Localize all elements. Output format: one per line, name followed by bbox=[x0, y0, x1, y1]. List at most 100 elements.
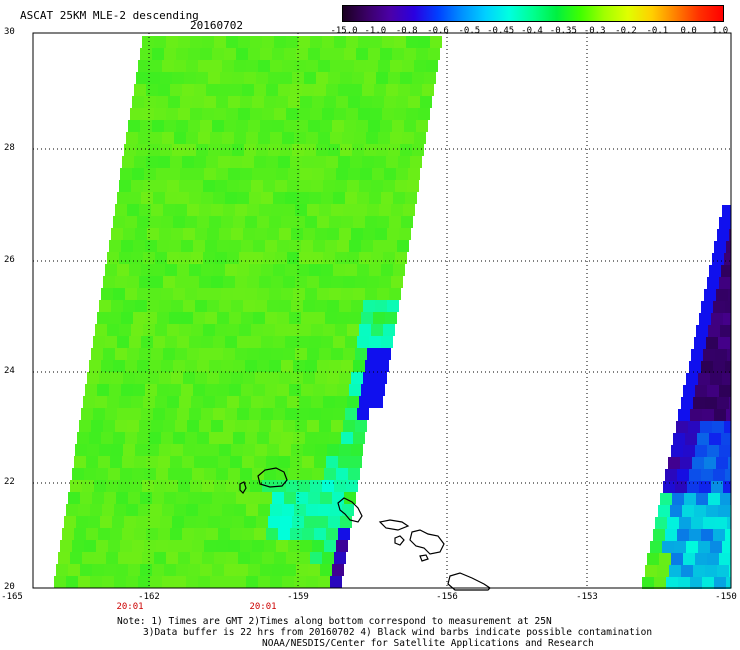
swath-cell bbox=[163, 420, 175, 432]
swath-cell bbox=[249, 408, 261, 420]
swath-cell bbox=[206, 84, 218, 96]
swath-cell bbox=[296, 48, 308, 60]
swath-cell bbox=[223, 204, 235, 216]
swath-cell bbox=[720, 493, 731, 505]
swath-cell bbox=[135, 444, 147, 456]
swath-cell bbox=[359, 180, 371, 192]
swath-cell bbox=[410, 156, 422, 168]
swath-cell bbox=[330, 60, 342, 72]
swath-cell bbox=[694, 505, 706, 517]
swath-cell bbox=[221, 432, 233, 444]
swath-cell bbox=[127, 204, 139, 216]
colorbar-label: -0.5 bbox=[458, 26, 481, 36]
swath-cell bbox=[683, 385, 695, 397]
swath-cell bbox=[190, 108, 202, 120]
swath-cell bbox=[414, 132, 426, 144]
swath-cell bbox=[224, 48, 236, 60]
swath-cell bbox=[677, 469, 689, 481]
swath-cell bbox=[232, 516, 244, 528]
swath-cell bbox=[687, 481, 699, 493]
swath-cell bbox=[113, 216, 125, 228]
swath-cell bbox=[669, 565, 681, 577]
swath-cell bbox=[171, 300, 183, 312]
swath-cell bbox=[183, 228, 195, 240]
swath-cell bbox=[197, 216, 209, 228]
swath-cell bbox=[401, 216, 413, 228]
swath-cell bbox=[144, 468, 156, 480]
swath-cell bbox=[251, 324, 263, 336]
swath-cell bbox=[142, 480, 154, 492]
swath-cell bbox=[274, 552, 286, 564]
swath-cell bbox=[719, 553, 731, 565]
swath-cell bbox=[122, 528, 134, 540]
swath-cell bbox=[270, 504, 282, 516]
swath-cell bbox=[296, 564, 308, 576]
swath-cell bbox=[131, 324, 143, 336]
swath-cell bbox=[303, 372, 315, 384]
swath-cell bbox=[243, 228, 255, 240]
swath-cell bbox=[320, 120, 332, 132]
swath-cell bbox=[99, 300, 111, 312]
swath-cell bbox=[270, 60, 282, 72]
swath-cell bbox=[152, 564, 164, 576]
swath-cell bbox=[206, 456, 218, 468]
swath-cell bbox=[188, 492, 200, 504]
swath-cell bbox=[218, 456, 230, 468]
swath-cell bbox=[287, 324, 299, 336]
swath-cell bbox=[239, 180, 251, 192]
swath-cell bbox=[711, 313, 723, 325]
swath-cell bbox=[312, 96, 324, 108]
swath-cell bbox=[165, 336, 177, 348]
swath-cell bbox=[288, 168, 300, 180]
swath-cell bbox=[291, 228, 303, 240]
swath-cell bbox=[93, 408, 105, 420]
swath-cell bbox=[104, 564, 116, 576]
swath-cell bbox=[135, 228, 147, 240]
swath-cell bbox=[663, 481, 675, 493]
swath-cell bbox=[147, 444, 159, 456]
swath-cell bbox=[319, 420, 331, 432]
swath-cell bbox=[273, 264, 285, 276]
swath-cell bbox=[276, 168, 288, 180]
swath-cell bbox=[191, 396, 203, 408]
swath-cell bbox=[691, 349, 703, 361]
swath-cell bbox=[220, 516, 232, 528]
swath-cell bbox=[219, 228, 231, 240]
swath-cell bbox=[153, 264, 165, 276]
swath-cell bbox=[351, 444, 363, 456]
swath-cell bbox=[642, 577, 654, 589]
swath-cell bbox=[297, 408, 309, 420]
swath-cell bbox=[189, 336, 201, 348]
swath-cell bbox=[293, 216, 305, 228]
swath-cell bbox=[101, 360, 113, 372]
swath-cell bbox=[303, 444, 315, 456]
swath-cell bbox=[667, 517, 679, 529]
swath-cell bbox=[257, 360, 269, 372]
swath-cell bbox=[192, 468, 204, 480]
swath-cell bbox=[390, 60, 402, 72]
swath-cell bbox=[186, 60, 198, 72]
swath-cell bbox=[227, 396, 239, 408]
swath-cell bbox=[226, 480, 238, 492]
swath-cell bbox=[157, 312, 169, 324]
swath-cell bbox=[178, 36, 190, 48]
swath-cell bbox=[332, 48, 344, 60]
swath-cell bbox=[215, 252, 227, 264]
swath-cell bbox=[345, 192, 357, 204]
swath-cell bbox=[224, 564, 236, 576]
swath-cell bbox=[298, 480, 310, 492]
swath-cell bbox=[166, 36, 178, 48]
swath-cell bbox=[290, 84, 302, 96]
swath-cell bbox=[86, 528, 98, 540]
swath-cell bbox=[94, 480, 106, 492]
swath-cell bbox=[428, 48, 440, 60]
swath-cell bbox=[372, 168, 384, 180]
swath-cell bbox=[195, 228, 207, 240]
swath-cell bbox=[281, 216, 293, 228]
swath-cell bbox=[150, 132, 162, 144]
swath-cell bbox=[138, 60, 150, 72]
swath-cell bbox=[323, 324, 335, 336]
swath-cell bbox=[710, 541, 722, 553]
island-kahoolawe bbox=[419, 554, 429, 562]
swath-cell bbox=[666, 577, 678, 589]
